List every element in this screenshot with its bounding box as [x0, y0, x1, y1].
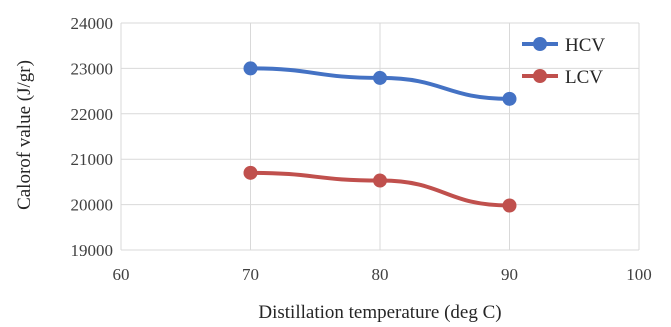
y-axis-title: Calorof value (J/gr): [14, 60, 35, 210]
x-tick-label: 80: [372, 265, 389, 284]
y-tick-label: 24000: [71, 14, 114, 33]
axes: 19000 20000 21000 22000 23000 24000 60 70 80 90 10…: [71, 14, 652, 284]
data-point-lcv: [373, 173, 387, 188]
y-tick-label: 19000: [71, 241, 114, 260]
x-tick-label: 100: [626, 265, 652, 284]
x-tick-label: 90: [501, 265, 518, 284]
data-point-hcv: [373, 70, 387, 85]
legend-label: LCV: [565, 67, 603, 88]
data-point-lcv: [502, 198, 517, 213]
legend-swatch-marker: [533, 69, 547, 83]
legend-swatch-marker: [533, 37, 547, 51]
grid-lines: [120, 22, 640, 251]
x-tick-label: 60: [113, 265, 130, 284]
data-point-hcv: [502, 91, 517, 106]
y-tick-label: 21000: [71, 150, 114, 169]
x-axis-title: Distillation temperature (deg C): [258, 302, 501, 323]
y-tick-label: 23000: [71, 59, 114, 78]
y-tick-label: 20000: [71, 196, 114, 215]
legend-label: HCV: [565, 35, 605, 56]
data-point-hcv: [243, 61, 258, 76]
y-tick-label: 22000: [71, 105, 114, 124]
data-point-lcv: [243, 165, 258, 180]
legend: HCV LCV: [522, 35, 605, 88]
x-tick-label: 70: [242, 265, 259, 284]
series-lines: [243, 61, 517, 213]
